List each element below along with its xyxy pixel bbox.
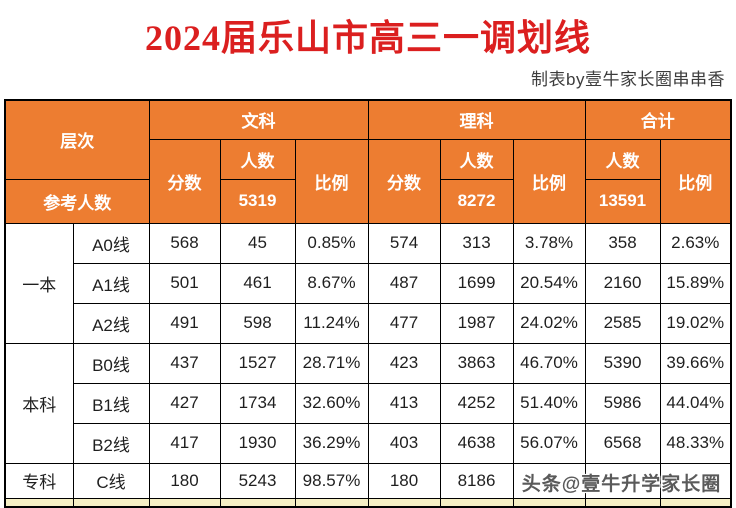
- table-cell: 28.71%: [294, 342, 369, 384]
- table-cell: 413: [367, 382, 441, 424]
- table-cell: 403: [367, 422, 441, 464]
- table-cell: 39.66%: [659, 342, 732, 384]
- table-cell: 3863: [439, 342, 514, 384]
- table-cell: 11.24%: [294, 302, 369, 344]
- table-cell: 48.33%: [659, 422, 732, 464]
- table-cell: 4252: [439, 382, 514, 424]
- table-cell: 8186: [439, 462, 514, 499]
- table-cell: 1930: [219, 422, 296, 464]
- table-cell: 2160: [584, 262, 661, 304]
- header-group-heji: 合计: [584, 99, 732, 140]
- header-wenke-ratio: 比例: [294, 138, 369, 224]
- row-line-label: A0线: [72, 222, 150, 264]
- table-cell: 51.40%: [512, 382, 586, 424]
- ref-count-like: 8272: [439, 178, 514, 224]
- table-cell: 180: [367, 462, 441, 499]
- table-cell: 45: [219, 222, 296, 264]
- header-heji-count: 人数: [584, 138, 661, 180]
- table-cell: 20.54%: [512, 262, 586, 304]
- table-cell: 501: [148, 262, 221, 304]
- table-cell: 1699: [439, 262, 514, 304]
- table-cell: 574: [367, 222, 441, 264]
- row-line-label: C线: [72, 462, 150, 499]
- table-cell: 568: [148, 222, 221, 264]
- ref-count-heji: 13591: [584, 178, 661, 224]
- table-cell: 1987: [439, 302, 514, 344]
- table-cell: 98.57%: [294, 462, 369, 499]
- header-like-ratio: 比例: [512, 138, 586, 224]
- table-row: B1线 427 1734 32.60% 413 4252 51.40% 5986…: [5, 382, 732, 424]
- table-cell: [659, 462, 732, 499]
- table-cell-partially-hidden: 9: [512, 462, 586, 499]
- table-cell: 313: [439, 222, 514, 264]
- table-cell: 0.85%: [294, 222, 369, 264]
- header-wenke-score: 分数: [148, 138, 221, 224]
- header-group-like: 理科: [367, 99, 586, 140]
- score-table: 层次 文科 理科 合计 分数 人数 比例 分数 人数 比例 人数 比例 参考人数…: [4, 99, 732, 508]
- header-like-score: 分数: [367, 138, 441, 224]
- table-cell: 5390: [584, 342, 661, 384]
- table-cell: 56.07%: [512, 422, 586, 464]
- row-line-label: B1线: [72, 382, 150, 424]
- table-row: 专科 C线 180 5243 98.57% 180 8186 9: [4, 462, 732, 499]
- table-cell: 19.02%: [659, 302, 732, 344]
- row-line-label: A2线: [72, 302, 150, 344]
- table-row: 一本 A0线 568 45 0.85% 574 313 3.78% 358 2.…: [4, 222, 732, 344]
- table-cell: 44.04%: [659, 382, 732, 424]
- header-wenke-count: 人数: [219, 138, 296, 180]
- table-row: 本科 B0线 437 1527 28.71% 423 3863 46.70% 5…: [4, 342, 732, 464]
- table-cell: 1527: [219, 342, 296, 384]
- table-cell: 1734: [219, 382, 296, 424]
- table-cell: 24.02%: [512, 302, 586, 344]
- table-cell: 427: [148, 382, 221, 424]
- table-row: B2线 417 1930 36.29% 403 4638 56.07% 6568…: [5, 422, 732, 464]
- subtitle-credit: 制表by壹牛家长圈串串香: [531, 70, 725, 89]
- table-cell: 15.89%: [659, 262, 732, 304]
- table-row: A1线 501 461 8.67% 487 1699 20.54% 2160 1…: [5, 262, 732, 304]
- row-line-label: B0线: [72, 342, 150, 384]
- table-cell: 36.29%: [294, 422, 369, 464]
- table-cell: 2.63%: [659, 222, 732, 264]
- table-cell: 461: [219, 262, 296, 304]
- table-cell: 5243: [219, 462, 296, 499]
- table-cell: 437: [148, 342, 221, 384]
- table-cell: 423: [367, 342, 441, 384]
- watermark: 头条@壹牛升学家长圈: [521, 474, 722, 495]
- header-ref-label: 参考人数: [4, 178, 150, 224]
- table-cell: 3.78%: [512, 222, 586, 264]
- ref-count-wenke: 5319: [219, 178, 296, 224]
- table-cell: 2585: [584, 302, 661, 344]
- table-cell: 487: [367, 262, 441, 304]
- table-cell: 358: [584, 222, 661, 264]
- row-level-benke: 本科: [4, 342, 74, 464]
- table-cell: 477: [367, 302, 441, 344]
- table-cell: 4638: [439, 422, 514, 464]
- row-line-label: A1线: [72, 262, 150, 304]
- table-row: A2线 491 598 11.24% 477 1987 24.02% 2585 …: [5, 302, 732, 344]
- header-group-wenke: 文科: [148, 99, 369, 140]
- header-like-count: 人数: [439, 138, 514, 180]
- table-cell: 6568: [584, 422, 661, 464]
- row-level-zhuanke: 专科: [4, 462, 74, 499]
- table-cell: 417: [148, 422, 221, 464]
- header-heji-ratio: 比例: [659, 138, 732, 224]
- table-cell: 46.70%: [512, 342, 586, 384]
- row-level-yiben: 一本: [4, 222, 74, 344]
- table-cell: 8.67%: [294, 262, 369, 304]
- table-cell: 491: [148, 302, 221, 344]
- table-cell: 5986: [584, 382, 661, 424]
- table-cell: 32.60%: [294, 382, 369, 424]
- table-cell: 598: [219, 302, 296, 344]
- header-level: 层次: [4, 99, 150, 180]
- table-cell: 180: [148, 462, 221, 499]
- page-title: 2024届乐山市高三一调划线: [144, 18, 591, 58]
- row-line-label: B2线: [72, 422, 150, 464]
